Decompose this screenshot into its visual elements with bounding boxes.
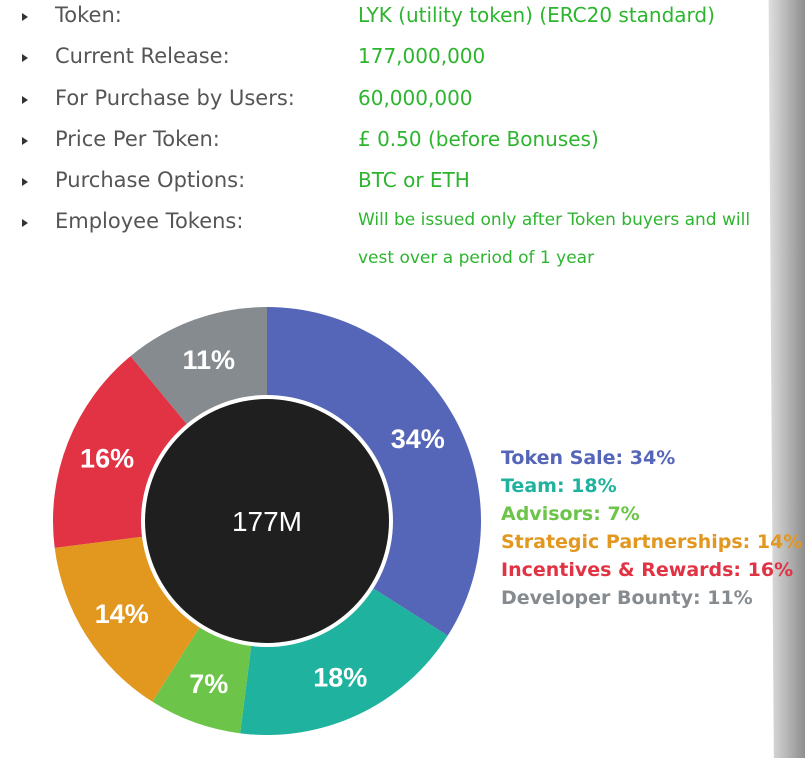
slice-label-developer-bounty: 11% [182,345,235,375]
bullet-icon [22,13,28,21]
bullet-icon [22,219,28,227]
employee-tokens-label: Employee Tokens: [55,209,244,233]
current-release-row: Current Release: 177,000,000 [0,44,800,74]
token-label: Token: [55,3,122,27]
slice-label-strategic-partnerships: 14% [95,599,149,629]
legend-developer-bounty: Developer Bounty: 11% [501,587,753,609]
legend-incentives-rewards: Incentives & Rewards: 16% [501,559,794,581]
purchase-options-value: BTC or ETH [358,168,470,192]
price-per-token-label: Price Per Token: [55,127,220,151]
employee-tokens-value: Will be issued only after Token buyers a… [358,210,751,268]
bullet-icon [22,137,28,145]
slice-label-advisors: 7% [189,669,228,699]
legend-team: Team: 18% [501,475,617,497]
current-release-label: Current Release: [55,44,230,68]
purchase-by-users-row: For Purchase by Users: 60,000,000 [0,86,800,116]
purchase-options-row: Purchase Options: BTC or ETH [0,168,800,198]
center-total-label: 177M [232,506,302,537]
donut-center [145,399,389,643]
purchase-options-label: Purchase Options: [55,168,246,192]
page-edge-shadow [768,0,805,758]
legend-advisors: Advisors: 7% [501,503,640,525]
chart-legend: Token Sale: 34% Team: 18% Advisors: 7% S… [501,444,802,612]
slice-label-incentives-rewards: 16% [80,444,134,474]
price-per-token-row: Price Per Token: £ 0.50 (before Bonuses) [0,127,800,157]
slice-label-token-sale: 34% [391,424,445,454]
token-value: LYK (utility token) (ERC20 standard) [358,3,715,27]
bullet-icon [22,178,28,186]
bullet-icon [22,54,28,62]
purchase-by-users-value: 60,000,000 [358,86,473,110]
slice-label-team: 18% [313,663,367,693]
current-release-value: 177,000,000 [358,44,486,68]
employee-tokens-row: Employee Tokens: Will be issued only aft… [0,209,800,279]
token-info-row: Token: LYK (utility token) (ERC20 standa… [0,3,800,33]
legend-token-sale: Token Sale: 34% [501,447,676,469]
slice-labels: 34% 18% 7% 14% 16% 11% [80,345,445,699]
purchase-by-users-label: For Purchase by Users: [55,86,295,110]
legend-strategic-partnerships: Strategic Partnerships: 14% [501,531,803,553]
bullet-icon [22,96,28,104]
token-distribution-donut-chart: 177M 34% 18% 7% 14% 16% 11% [52,307,481,735]
price-per-token-value: £ 0.50 (before Bonuses) [358,127,599,151]
